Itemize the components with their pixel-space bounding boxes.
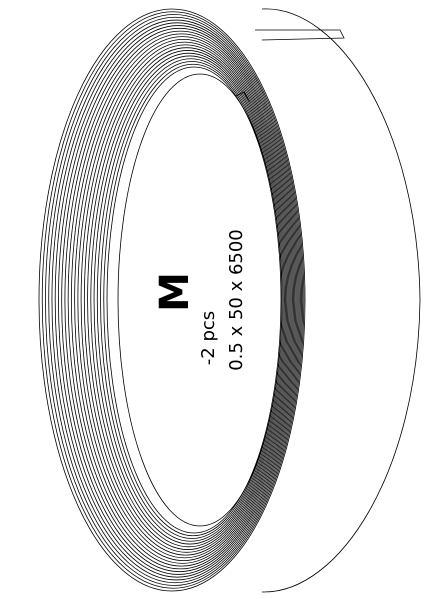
strip-end: [255, 29, 345, 41]
coil-ring: [93, 55, 286, 545]
coil-ring: [48, 16, 302, 584]
inner-strip-end: [235, 91, 251, 103]
coil-ring: [96, 58, 285, 542]
coil-ring: [106, 66, 282, 534]
coil-ring: [67, 33, 296, 567]
coil-ring: [38, 8, 306, 592]
size-label: M: [152, 272, 198, 312]
dimensions-label: 0.5 x 50 x 6500: [226, 229, 247, 371]
strip-outer-edge: [261, 8, 421, 593]
coil-ring: [100, 61, 284, 539]
coil-ring: [74, 38, 293, 562]
coil-ring: [90, 52, 288, 548]
coil-inner-hole: [117, 73, 283, 527]
coil-ring: [51, 19, 301, 581]
coil-ring: [58, 25, 299, 575]
coil-ring: [87, 50, 289, 550]
coil-ring: [54, 22, 300, 578]
coil-ring: [41, 11, 305, 589]
coil-ring: [80, 44, 291, 556]
coil-ring: [45, 14, 304, 586]
coil-ring: [70, 36, 294, 564]
coil-rings: [38, 8, 306, 592]
coil-ring: [64, 30, 297, 570]
quantity-label: -2 pcs: [198, 311, 219, 365]
coil-ring: [61, 27, 298, 573]
coil-ring: [77, 41, 292, 559]
coil-ring: [83, 47, 290, 553]
